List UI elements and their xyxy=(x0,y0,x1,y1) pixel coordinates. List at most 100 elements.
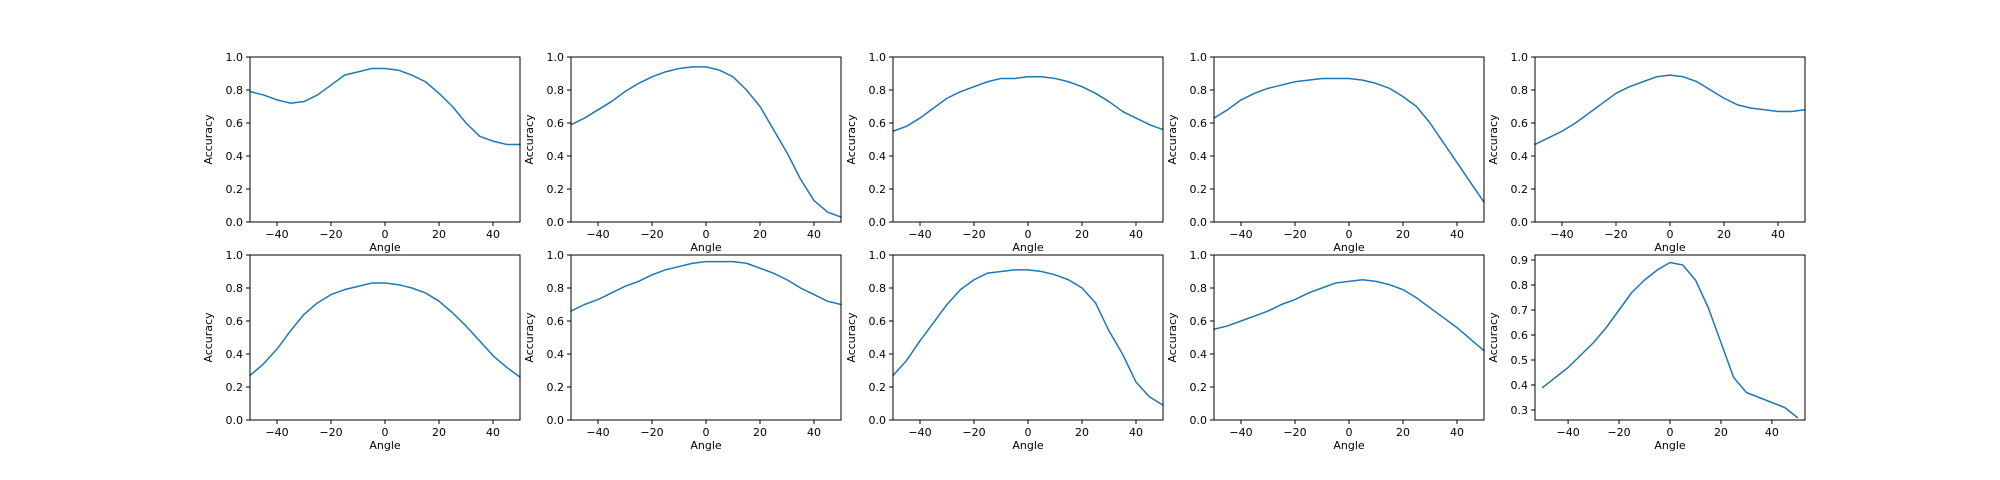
y-tick-label: 0.0 xyxy=(869,414,887,427)
y-tick-label: 1.0 xyxy=(547,249,565,262)
x-tick-label: −20 xyxy=(640,426,663,439)
x-tick-label: 40 xyxy=(486,426,500,439)
y-tick-label: 0.2 xyxy=(1190,183,1208,196)
y-tick-label: 0.8 xyxy=(1511,279,1529,292)
x-tick-label: −40 xyxy=(908,228,931,241)
y-tick-label: 0.4 xyxy=(1511,379,1529,392)
x-tick-label: 20 xyxy=(753,426,767,439)
x-axis-label: Angle xyxy=(1654,241,1686,254)
y-axis-label: Accuracy xyxy=(1166,114,1179,165)
series-line xyxy=(570,66,842,218)
x-tick-label: −40 xyxy=(1229,426,1252,439)
y-tick-label: 0.3 xyxy=(1511,404,1529,417)
x-tick-label: 20 xyxy=(1075,228,1089,241)
x-tick-label: 40 xyxy=(807,228,821,241)
y-tick-label: 0.6 xyxy=(869,315,887,328)
x-tick-label: 20 xyxy=(432,426,446,439)
x-axis-label: Angle xyxy=(1012,241,1044,254)
series-line xyxy=(892,269,1164,406)
plot-frame xyxy=(570,254,842,421)
y-tick-label: 0.8 xyxy=(547,84,565,97)
x-tick-label: 20 xyxy=(1396,426,1410,439)
x-tick-label: −20 xyxy=(319,426,342,439)
y-axis-label: Accuracy xyxy=(523,312,536,363)
subplot-3: −40 −20 0 20 40 0.0 0.2 0.4 0.6 0.8 1.0 Angle Accura… xyxy=(845,51,1164,254)
y-tick-label: 0.0 xyxy=(1190,216,1208,229)
series-line xyxy=(1213,279,1485,352)
x-axis-label: Angle xyxy=(1333,439,1365,452)
y-tick-label: 1.0 xyxy=(226,249,244,262)
x-tick-label: 0 xyxy=(1346,228,1353,241)
x-tick-label: −20 xyxy=(1283,426,1306,439)
x-tick-label: 40 xyxy=(1129,426,1143,439)
y-tick-label: 0.8 xyxy=(226,282,244,295)
subplot-5: −40 −20 0 20 40 0.0 0.2 0.4 0.6 0.8 1.0 Angle Accura… xyxy=(1487,51,1806,254)
x-tick-label: −40 xyxy=(265,228,288,241)
x-tick-label: 40 xyxy=(1765,426,1779,439)
plot-frame xyxy=(249,254,521,421)
x-tick-label: 0 xyxy=(703,426,710,439)
x-tick-label: −20 xyxy=(1604,228,1627,241)
plot-frame xyxy=(1213,254,1485,421)
x-tick-label: 20 xyxy=(1075,426,1089,439)
x-tick-label: 20 xyxy=(432,228,446,241)
y-tick-label: 0.2 xyxy=(226,381,244,394)
x-tick-label: 0 xyxy=(1025,426,1032,439)
y-axis-label: Accuracy xyxy=(845,114,858,165)
x-axis-label: Angle xyxy=(1012,439,1044,452)
x-tick-label: −40 xyxy=(265,426,288,439)
y-tick-label: 0.6 xyxy=(547,117,565,130)
y-tick-label: 0.6 xyxy=(1511,117,1529,130)
x-tick-label: −20 xyxy=(1607,426,1630,439)
y-tick-label: 0.4 xyxy=(1190,150,1208,163)
y-axis-label: Accuracy xyxy=(1487,114,1500,165)
y-tick-label: 0.0 xyxy=(226,414,244,427)
y-tick-label: 0.6 xyxy=(226,117,244,130)
x-tick-label: 20 xyxy=(753,228,767,241)
y-tick-label: 0.8 xyxy=(869,282,887,295)
y-tick-label: 1.0 xyxy=(547,51,565,64)
x-tick-label: −20 xyxy=(962,228,985,241)
x-tick-label: 40 xyxy=(1771,228,1785,241)
y-tick-label: 0.6 xyxy=(1190,117,1208,130)
plot-frame xyxy=(570,56,842,223)
subplot-1: −40 −20 0 20 40 0.0 0.2 0.4 0.6 0.8 1.0 Angle Accura… xyxy=(202,51,521,254)
y-tick-label: 0.0 xyxy=(1511,216,1529,229)
y-tick-label: 0.2 xyxy=(1190,381,1208,394)
x-tick-label: 20 xyxy=(1717,228,1731,241)
plot-frame xyxy=(1534,56,1806,223)
y-tick-label: 0.4 xyxy=(1511,150,1529,163)
y-tick-label: 0.8 xyxy=(869,84,887,97)
y-tick-label: 0.8 xyxy=(547,282,565,295)
x-tick-label: 0 xyxy=(1346,426,1353,439)
series-line xyxy=(249,67,521,146)
x-axis-label: Angle xyxy=(1654,439,1686,452)
y-tick-label: 0.4 xyxy=(547,348,565,361)
y-tick-label: 1.0 xyxy=(1511,51,1529,64)
y-tick-label: 0.2 xyxy=(869,183,887,196)
y-tick-label: 0.2 xyxy=(547,381,565,394)
y-tick-label: 0.4 xyxy=(869,150,887,163)
series-line xyxy=(1213,77,1485,203)
y-tick-label: 0.7 xyxy=(1511,304,1529,317)
y-tick-label: 0.6 xyxy=(547,315,565,328)
x-tick-label: 20 xyxy=(1396,228,1410,241)
y-tick-label: 0.4 xyxy=(1190,348,1208,361)
x-tick-label: 0 xyxy=(1667,228,1674,241)
y-tick-label: 1.0 xyxy=(869,249,887,262)
y-tick-label: 1.0 xyxy=(1190,249,1208,262)
y-tick-label: 0.2 xyxy=(869,381,887,394)
subplot-8: −40 −20 0 20 40 0.0 0.2 0.4 0.6 0.8 1.0 Angle Accura… xyxy=(845,249,1164,452)
x-axis-label: Angle xyxy=(690,439,722,452)
x-tick-label: −40 xyxy=(1550,228,1573,241)
x-tick-label: 0 xyxy=(703,228,710,241)
series-line xyxy=(1541,261,1799,419)
x-tick-label: 0 xyxy=(1667,426,1674,439)
y-tick-label: 0.5 xyxy=(1511,354,1529,367)
y-tick-label: 0.8 xyxy=(1511,84,1529,97)
y-tick-label: 0.6 xyxy=(1190,315,1208,328)
y-tick-label: 0.4 xyxy=(226,150,244,163)
plot-frame xyxy=(892,254,1164,421)
x-tick-label: 40 xyxy=(807,426,821,439)
